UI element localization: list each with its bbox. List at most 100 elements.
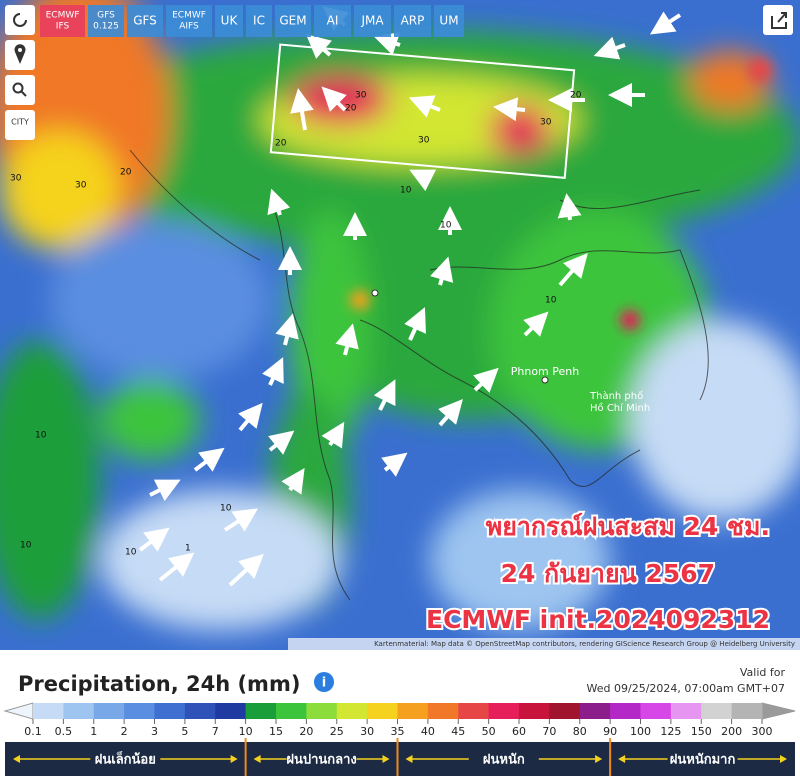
model-button[interactable]: [394, 5, 431, 37]
info-icon[interactable]: [314, 672, 334, 692]
place-label: Phnom Penh: [511, 365, 579, 378]
colorbar-cell: [579, 703, 611, 719]
colorbar-cell: [549, 703, 581, 719]
colorbar-label: 70: [542, 725, 556, 738]
model-label: ECMWF: [46, 11, 80, 21]
colorbar-label: 300: [752, 725, 773, 738]
colorbar-cell: [184, 703, 216, 719]
side-buttons: CITY: [5, 5, 793, 140]
contour-label: 30: [355, 91, 367, 101]
overlay-line: ECMWF init.2024092312: [426, 605, 770, 634]
colorbar-cell: [397, 703, 429, 719]
colorbar-label: 35: [391, 725, 405, 738]
colorbar-label: 50: [482, 725, 496, 738]
colorbar-cell: [610, 703, 641, 719]
colorbar-label: 10: [239, 725, 253, 738]
contour-label: 20: [345, 104, 357, 114]
share-button[interactable]: [763, 5, 793, 35]
colorbar-label: 7: [212, 725, 219, 738]
model-button[interactable]: [40, 5, 85, 37]
model-button[interactable]: [215, 5, 243, 37]
model-button[interactable]: [314, 5, 351, 37]
model-label: JMA: [360, 14, 384, 28]
map[interactable]: [0, 0, 800, 650]
map-labels: 30 20 20 20 30 30 30 20 30 10 10 10 10 10 10 1 10: [10, 91, 582, 558]
category-arrow-head: [405, 755, 413, 763]
colorbar-cell: [519, 703, 550, 719]
colorbar-label: 125: [660, 725, 681, 738]
category-arrow-head: [595, 755, 603, 763]
category-label: ฝนเล็กน้อย: [95, 750, 156, 768]
colorbar-label: 2: [121, 725, 128, 738]
model-button[interactable]: [88, 5, 124, 37]
model-label: UK: [221, 14, 239, 28]
contour-label: 20: [120, 168, 132, 178]
colorbar-cell: [701, 703, 733, 719]
colorbar-cell: [33, 703, 64, 719]
colorbar-cell: [276, 703, 307, 719]
model-label: UM: [439, 14, 458, 28]
model-label: GEM: [279, 14, 306, 28]
model-button[interactable]: [434, 5, 464, 37]
colorbar-label: 90: [603, 725, 617, 738]
colorbar-label: 25: [330, 725, 344, 738]
category-arrow-head: [618, 755, 626, 763]
valid-time: Wed 09/25/2024, 07:00am GMT+07: [587, 682, 785, 695]
colorbar-label: 3: [151, 725, 158, 738]
zoom-button[interactable]: [5, 75, 35, 105]
category-arrow-head: [253, 755, 261, 763]
city-label: CITY: [11, 118, 29, 127]
model-label: GFS: [133, 14, 157, 28]
place-label: Thành phố: [589, 390, 643, 402]
svg-text:i: i: [322, 676, 326, 691]
wind-arrows: [138, 6, 682, 587]
colorbar-cell: [215, 703, 247, 719]
colorbar-cell: [154, 703, 186, 719]
model-label: AI: [327, 14, 339, 28]
overlay-line: พยากรณ์ฝนสะสม 24 ชม.: [486, 512, 770, 541]
colorbar-cell: [63, 703, 95, 719]
model-label: ECMWF: [172, 11, 206, 21]
model-button[interactable]: [354, 5, 391, 37]
colorbar-label: 40: [421, 725, 435, 738]
model-button[interactable]: [166, 5, 212, 37]
city-button[interactable]: [5, 110, 35, 140]
colorbar-label: 20: [299, 725, 313, 738]
model-button[interactable]: [275, 5, 311, 37]
model-button[interactable]: [127, 5, 163, 37]
refresh-button[interactable]: [5, 5, 35, 35]
legend-title: Precipitation, 24h (mm): [18, 672, 300, 696]
colorbar-label: 200: [721, 725, 742, 738]
colorbar-label: 15: [269, 725, 283, 738]
colorbar-cell: [458, 703, 490, 719]
colorbar-cell: [731, 703, 763, 719]
colorbar-label: 60: [512, 725, 526, 738]
contour-label: 10: [20, 541, 32, 551]
model-label: IFS: [56, 22, 70, 32]
colorbar-cell: [670, 703, 702, 719]
model-button[interactable]: [246, 5, 272, 37]
categories: ฝนเล็กน้อย ฝนปานกลาง ฝนหนัก ฝนหนักมาก: [13, 738, 787, 776]
colorbar-label: 5: [181, 725, 188, 738]
model-label: ARP: [401, 14, 425, 28]
category-arrow-head: [780, 755, 787, 763]
contour-label: 10: [125, 548, 137, 558]
model-label: IC: [253, 14, 265, 28]
place-label: Hồ Chí Minh: [590, 402, 650, 414]
category-arrow-head: [382, 755, 390, 763]
contour-label: 30: [418, 136, 430, 146]
contour-label: 20: [570, 91, 582, 101]
colorbar-cell: [336, 703, 368, 719]
colorbar-end: [761, 702, 796, 720]
category-arrow-head: [13, 755, 20, 763]
colorbar-cell: [427, 703, 459, 719]
contour-label: 30: [75, 181, 87, 191]
category-label: ฝนปานกลาง: [286, 753, 356, 768]
colorbar-label: 0.5: [55, 725, 73, 738]
contour-label: 30: [10, 174, 22, 184]
colorbar-label: 45: [451, 725, 465, 738]
colorbar: 0.1 0.5 1 2 3 5 7 10 15 20 25 30 35 40 45 50 60 70 80 90 100…: [3, 702, 796, 738]
contour-label: 10: [400, 186, 412, 196]
